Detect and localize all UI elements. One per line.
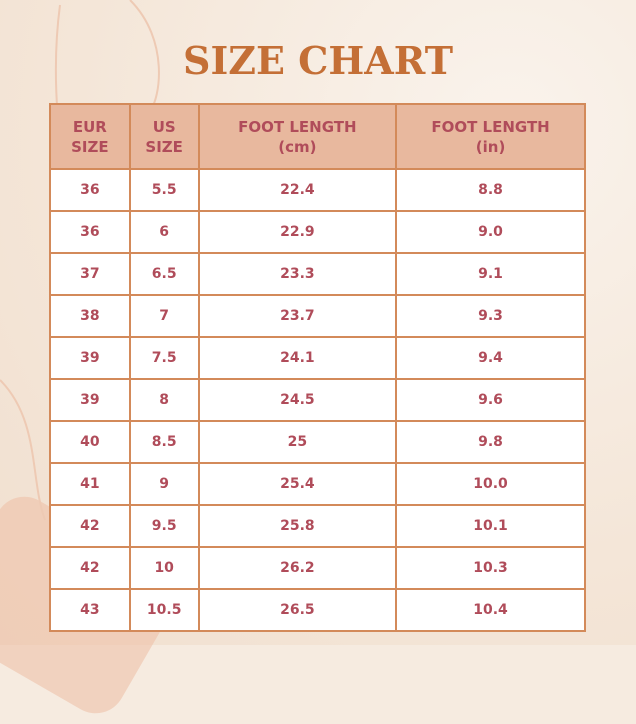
- header-row: EUR SIZE US SIZE FOOT LENGTH (cm) FOOT L…: [49, 103, 586, 170]
- header-us: US SIZE: [128, 103, 200, 170]
- cell-eur: 37: [49, 252, 131, 296]
- cell-eur: 39: [49, 378, 131, 422]
- cell-us: 7: [128, 294, 200, 338]
- cell-cm: 22.4: [197, 168, 398, 212]
- cell-in: 10.1: [395, 504, 586, 548]
- cell-cm: 25.4: [197, 462, 398, 506]
- cell-eur: 42: [49, 504, 131, 548]
- cell-us: 9.5: [128, 504, 200, 548]
- cell-in: 10.4: [395, 588, 586, 632]
- cell-in: 9.3: [395, 294, 586, 338]
- cell-in: 9.0: [395, 210, 586, 254]
- cell-eur: 39: [49, 336, 131, 380]
- cell-us: 5.5: [128, 168, 200, 212]
- cell-us: 8: [128, 378, 200, 422]
- table-row: 39 8 24.5 9.6: [49, 378, 586, 422]
- cell-eur: 43: [49, 588, 131, 632]
- cell-cm: 22.9: [197, 210, 398, 254]
- table-row: 40 8.5 25 9.8: [49, 420, 586, 464]
- table-row: 36 5.5 22.4 8.8: [49, 168, 586, 212]
- cell-in: 9.8: [395, 420, 586, 464]
- cell-us: 6: [128, 210, 200, 254]
- cell-eur: 36: [49, 168, 131, 212]
- cell-cm: 24.5: [197, 378, 398, 422]
- cell-cm: 26.5: [197, 588, 398, 632]
- table-row: 36 6 22.9 9.0: [49, 210, 586, 254]
- table-row: 41 9 25.4 10.0: [49, 462, 586, 506]
- table-row: 38 7 23.7 9.3: [49, 294, 586, 338]
- cell-us: 6.5: [128, 252, 200, 296]
- header-eur: EUR SIZE: [49, 103, 131, 170]
- table-row: 39 7.5 24.1 9.4: [49, 336, 586, 380]
- cell-cm: 24.1: [197, 336, 398, 380]
- cell-cm: 26.2: [197, 546, 398, 590]
- cell-us: 7.5: [128, 336, 200, 380]
- cell-cm: 23.3: [197, 252, 398, 296]
- cell-in: 9.1: [395, 252, 586, 296]
- cell-us: 10: [128, 546, 200, 590]
- cell-cm: 25: [197, 420, 398, 464]
- size-chart-table: EUR SIZE US SIZE FOOT LENGTH (cm) FOOT L…: [49, 103, 586, 632]
- cell-eur: 41: [49, 462, 131, 506]
- cell-cm: 23.7: [197, 294, 398, 338]
- cell-in: 9.4: [395, 336, 586, 380]
- cell-in: 10.3: [395, 546, 586, 590]
- cell-eur: 40: [49, 420, 131, 464]
- header-cm: FOOT LENGTH (cm): [197, 103, 398, 170]
- cell-in: 8.8: [395, 168, 586, 212]
- cell-us: 10.5: [128, 588, 200, 632]
- cell-us: 8.5: [128, 420, 200, 464]
- table-row: 42 9.5 25.8 10.1: [49, 504, 586, 548]
- cell-eur: 38: [49, 294, 131, 338]
- cell-in: 10.0: [395, 462, 586, 506]
- table-row: 42 10 26.2 10.3: [49, 546, 586, 590]
- header-in: FOOT LENGTH (in): [395, 103, 586, 170]
- table-row: 43 10.5 26.5 10.4: [49, 588, 586, 632]
- cell-in: 9.6: [395, 378, 586, 422]
- cell-eur: 36: [49, 210, 131, 254]
- table-row: 37 6.5 23.3 9.1: [49, 252, 586, 296]
- page-title: SIZE CHART: [183, 38, 453, 83]
- cell-eur: 42: [49, 546, 131, 590]
- cell-cm: 25.8: [197, 504, 398, 548]
- cell-us: 9: [128, 462, 200, 506]
